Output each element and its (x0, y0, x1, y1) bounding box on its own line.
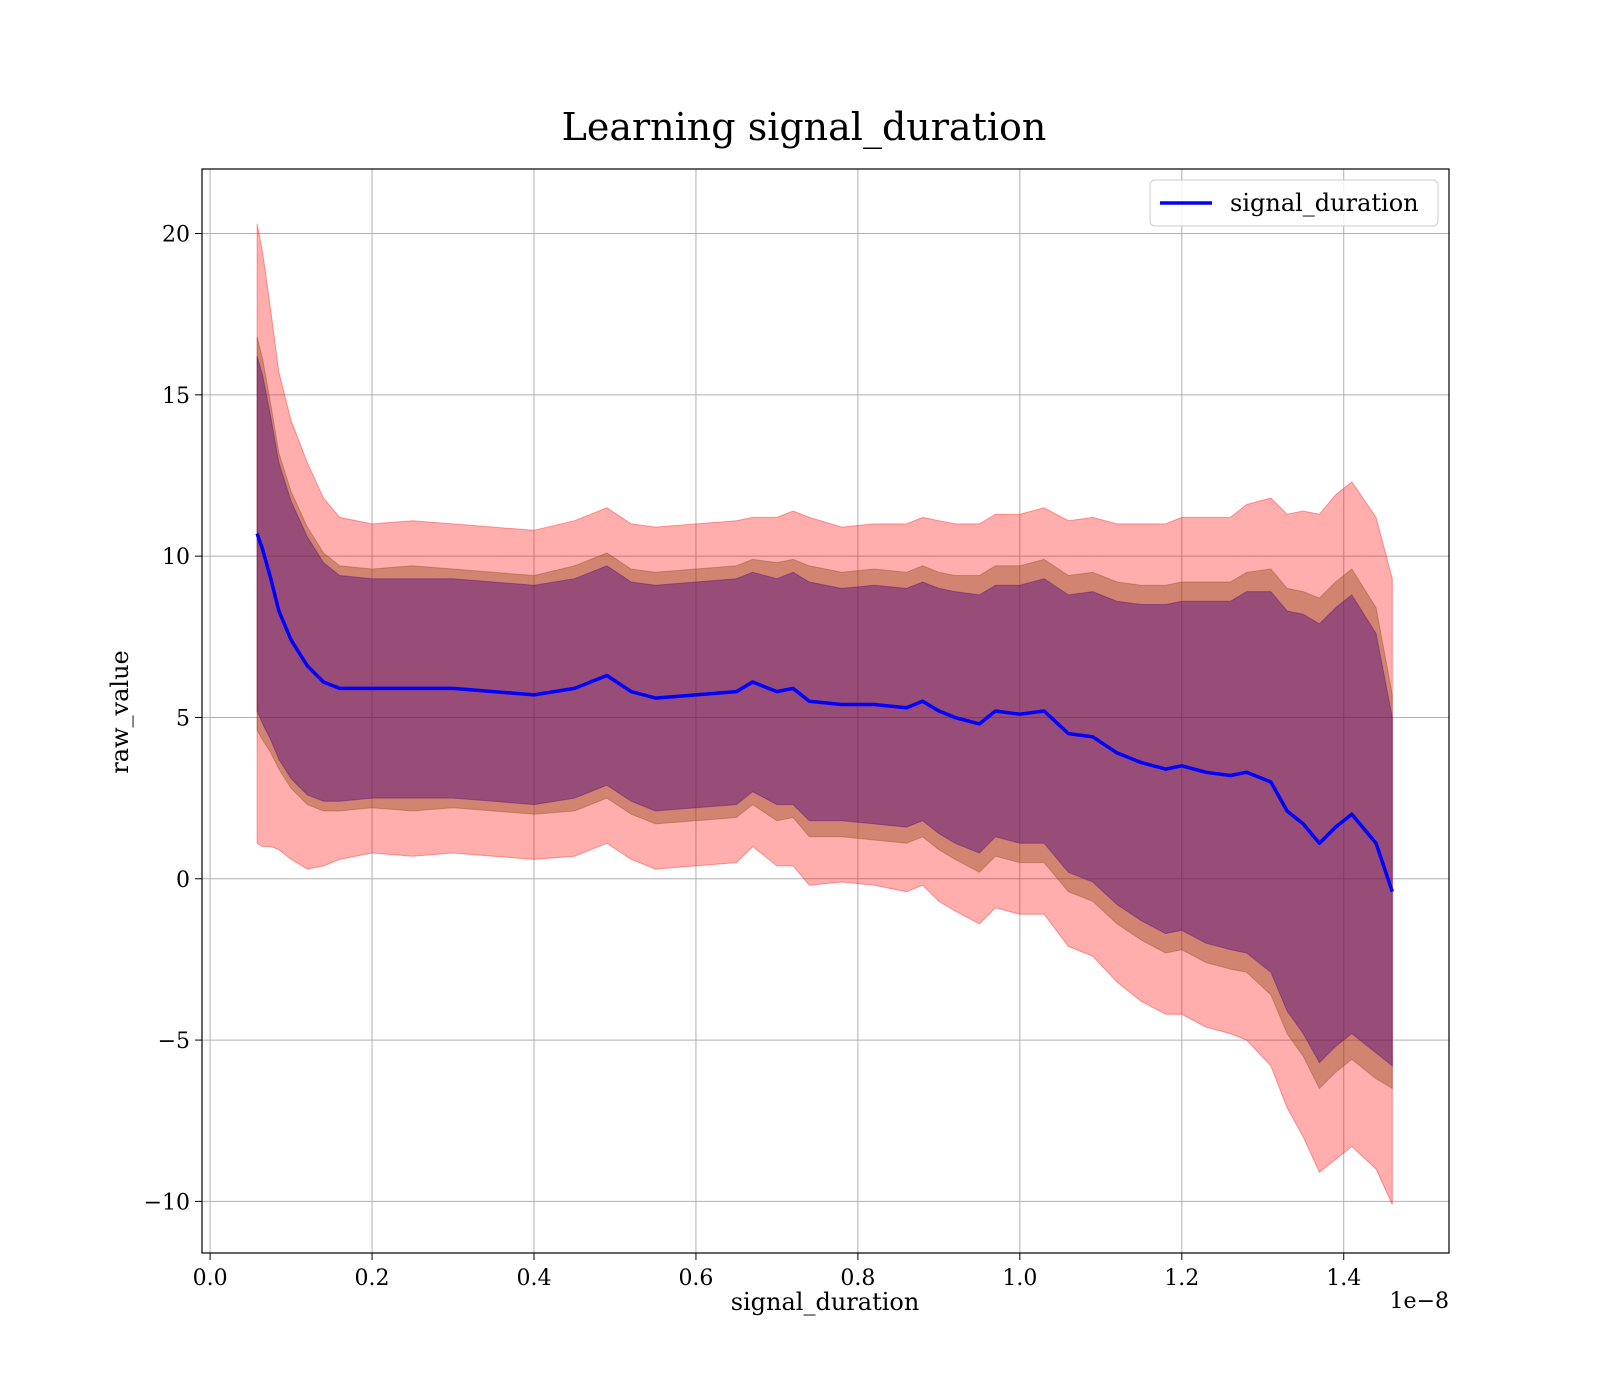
std-band-1 (256, 223, 1393, 1205)
x-tick-label: 1.0 (1002, 1266, 1037, 1291)
x-tick-label: 0.8 (840, 1266, 875, 1291)
x-axis-label: signal_duration (731, 1288, 920, 1316)
grid-lines (202, 169, 1449, 1253)
y-tick-label: 10 (162, 545, 190, 570)
x-tick-label: 1.4 (1326, 1266, 1361, 1291)
x-tick-label: 0.4 (516, 1266, 551, 1291)
y-tick-label: 0 (176, 868, 190, 893)
series-lines (255, 533, 1394, 893)
y-axis-ticks: −10 −5 0 5 10 15 20 (144, 223, 202, 1215)
y-axis-label: raw_value (106, 650, 134, 774)
y-tick-label: −5 (158, 1029, 190, 1054)
x-axis-ticks: 0.0 0.2 0.4 0.6 0.8 1.0 1.2 1.4 (193, 1253, 1361, 1291)
y-tick-label: −10 (144, 1190, 190, 1215)
x-tick-label: 0.0 (193, 1266, 228, 1291)
x-tick-label: 1.2 (1164, 1266, 1199, 1291)
x-axis-offset-text: 1e−8 (1390, 1289, 1449, 1314)
series-line-signal-duration (255, 533, 1394, 893)
y-tick-label: 5 (176, 706, 190, 731)
legend-box (1149, 179, 1439, 227)
std-band-3 (256, 355, 1393, 1067)
x-tick-label: 0.6 (678, 1266, 713, 1291)
std-bands (256, 223, 1393, 1205)
chart-title: Learning signal_duration (562, 105, 1047, 150)
y-tick-label: 15 (162, 384, 190, 409)
legend: signal_duration (1149, 179, 1439, 227)
y-tick-label: 20 (162, 223, 190, 248)
std-band-2 (256, 336, 1393, 1090)
legend-label-signal-duration: signal_duration (1230, 189, 1419, 217)
x-tick-label: 0.2 (355, 1266, 390, 1291)
plot-area-frame (201, 168, 1450, 1254)
